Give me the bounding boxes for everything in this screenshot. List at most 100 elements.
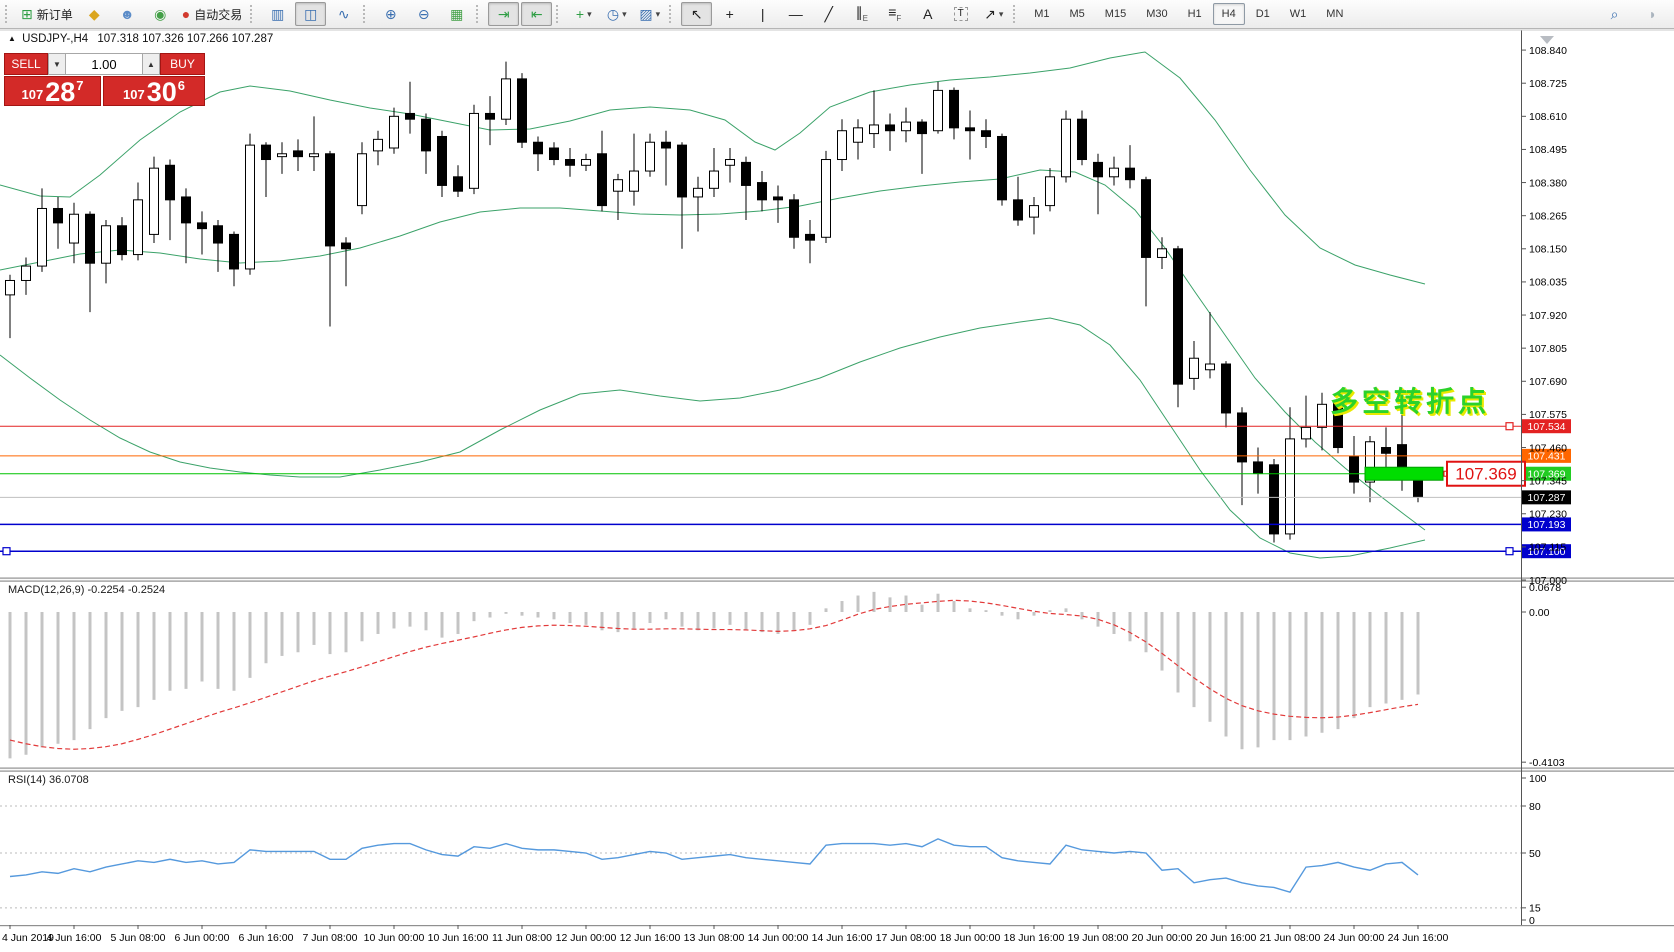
pivot-highlight-bar[interactable] [1364, 466, 1444, 481]
macd-label: MACD(12,26,9) -0.2254 -0.2524 [8, 584, 165, 596]
zoom-out-button[interactable]: ⊖ [408, 2, 439, 26]
timeframe-h4[interactable]: H4 [1212, 3, 1245, 25]
macd-pane[interactable] [0, 582, 1521, 768]
timeframe-m1[interactable]: M1 [1034, 8, 1050, 20]
bar-chart-button[interactable]: ▥ [262, 2, 293, 26]
rsi-pane[interactable] [0, 772, 1521, 925]
candle-body [277, 153, 287, 158]
candle-body [757, 182, 767, 201]
price-tick-label: 107.345 [1529, 475, 1567, 487]
cursor-button[interactable]: ↖ [681, 2, 713, 26]
time-axis[interactable] [0, 925, 1674, 952]
crosshair-button[interactable]: + [714, 2, 745, 26]
signals-button[interactable]: ◉ [145, 2, 176, 26]
templates-button[interactable]: ▨ ▾ [634, 2, 665, 26]
text-label-icon: T [953, 7, 968, 21]
text-icon: A [923, 6, 933, 22]
tile-windows-button[interactable]: ▦ [441, 2, 472, 26]
timeframe-w1[interactable]: W1 [1289, 8, 1307, 20]
candle-body [1061, 118, 1071, 178]
volume-decrease-button[interactable]: ▼ [48, 53, 66, 75]
volume-increase-button[interactable]: ▲ [142, 53, 160, 75]
channel-button[interactable]: ∥E [846, 2, 877, 26]
price-tick-label: 107.575 [1529, 409, 1567, 421]
candle-body [1125, 167, 1135, 181]
zoom-in-button[interactable]: ⊕ [375, 2, 406, 26]
candle-body [213, 225, 223, 244]
support-line-2-handle[interactable] [1505, 547, 1514, 556]
search-button[interactable]: ⌕ [1599, 2, 1630, 26]
time-tick-label: 4 Jun 2019 [2, 932, 54, 944]
sell-price-big-figure: 107 [21, 87, 44, 102]
chat-button[interactable]: ◗ [1637, 2, 1668, 26]
profile-button[interactable]: ☻ [112, 2, 143, 26]
horizontal-line-button[interactable]: — [780, 2, 811, 26]
candle-body [1205, 363, 1215, 371]
text-button[interactable]: A [912, 2, 943, 26]
candle-body [581, 159, 591, 166]
timeframe-h1[interactable]: H1 [1187, 8, 1202, 20]
timeframe-mn[interactable]: MN [1326, 8, 1344, 20]
text-label-button[interactable]: T [945, 2, 976, 26]
periods-button[interactable]: ◷ ▾ [601, 2, 632, 26]
chart-shift-button[interactable]: ⇤ [521, 2, 553, 26]
time-tick-label: 18 Jun 00:00 [940, 932, 1001, 944]
time-tick-label: 19 Jun 08:00 [1068, 932, 1129, 944]
candle-body [1333, 400, 1343, 449]
candlestick-chart-button[interactable]: ◫ [295, 2, 327, 26]
candle-body [389, 115, 399, 149]
vertical-line-icon: | [760, 6, 765, 22]
fibonacci-button[interactable]: ≡F [879, 2, 910, 26]
timeframe-m30[interactable]: M30 [1146, 8, 1168, 20]
main-chart-pane[interactable] [0, 30, 1521, 578]
candle-body [117, 225, 127, 256]
timeframe-d1[interactable]: D1 [1255, 8, 1270, 20]
candle-body [149, 167, 159, 235]
support-line-2-badge-label: 107.100 [1528, 546, 1566, 558]
toolbar: ⊞ 新订单 ◆ ☻ ◉ ● 自动交易 ▥ ◫ ∿ ⊕ ⊖ ▦ ⇥ ⇤ + ▾ ◷ ▾ ▨ ▾ ↖ + | — ╱ ∥E ≡F A T ↗ ▾ M… [0, 0, 1674, 29]
toolbar-grip [476, 5, 483, 23]
autotrading-icon: ● [181, 6, 191, 22]
scroll-to-end-icon[interactable] [1540, 36, 1554, 44]
new-order-button[interactable]: ⊞ 新订单 [17, 2, 77, 26]
volume-field[interactable]: 1.00 [66, 53, 142, 75]
price-tick-label: 108.035 [1529, 277, 1567, 289]
time-tick-label: 4 Jun 16:00 [47, 932, 102, 944]
pivot-price-callout[interactable] [1446, 460, 1526, 487]
buy-button[interactable]: BUY [160, 53, 205, 75]
history-center-button[interactable]: ◆ [79, 2, 110, 26]
new-order-button-label: 新订单 [36, 7, 73, 22]
rsi-label: RSI(14) 36.0708 [8, 774, 89, 786]
chevron-down-icon: ▾ [998, 8, 1004, 19]
sell-price[interactable]: 107 28 7 [4, 76, 101, 106]
tile-windows-icon: ▦ [450, 6, 464, 22]
resistance-line-2-badge-label: 107.431 [1528, 451, 1566, 463]
candle-body [645, 141, 655, 172]
candle-body [197, 222, 207, 230]
arrows-icon: ↗ [984, 6, 996, 22]
resistance-line-1-handle[interactable] [1505, 422, 1514, 431]
autotrading-button[interactable]: ● 自动交易 [178, 2, 246, 26]
trendline-button[interactable]: ╱ [813, 2, 844, 26]
candle-body [1093, 161, 1103, 178]
arrows-button[interactable]: ↗ ▾ [978, 2, 1009, 26]
resistance-line-1-price-badge [1522, 419, 1571, 434]
timeframe-m5[interactable]: M5 [1069, 8, 1085, 20]
buy-price[interactable]: 107 30 6 [103, 76, 205, 106]
sell-button[interactable]: SELL [4, 53, 48, 75]
macd-axis-label: 0.0678 [1529, 582, 1561, 594]
line-chart-button[interactable]: ∿ [328, 2, 359, 26]
timeframe-m15[interactable]: M15 [1104, 8, 1127, 20]
autoscroll-button[interactable]: ⇥ [488, 2, 520, 26]
pane-separator [0, 769, 1674, 771]
candle-body [245, 144, 255, 270]
resistance-line-2-price-badge [1522, 448, 1571, 463]
support-line-2-handle[interactable] [2, 547, 11, 556]
price-tick-label: 107.115 [1529, 542, 1566, 554]
chart-annotation-text[interactable]: 多空转折点 [1330, 386, 1491, 417]
bollinger-lower-band [0, 317, 1426, 559]
vertical-line-button[interactable]: | [747, 2, 778, 26]
candle-body [789, 199, 799, 238]
indicators-button[interactable]: + ▾ [568, 2, 599, 26]
